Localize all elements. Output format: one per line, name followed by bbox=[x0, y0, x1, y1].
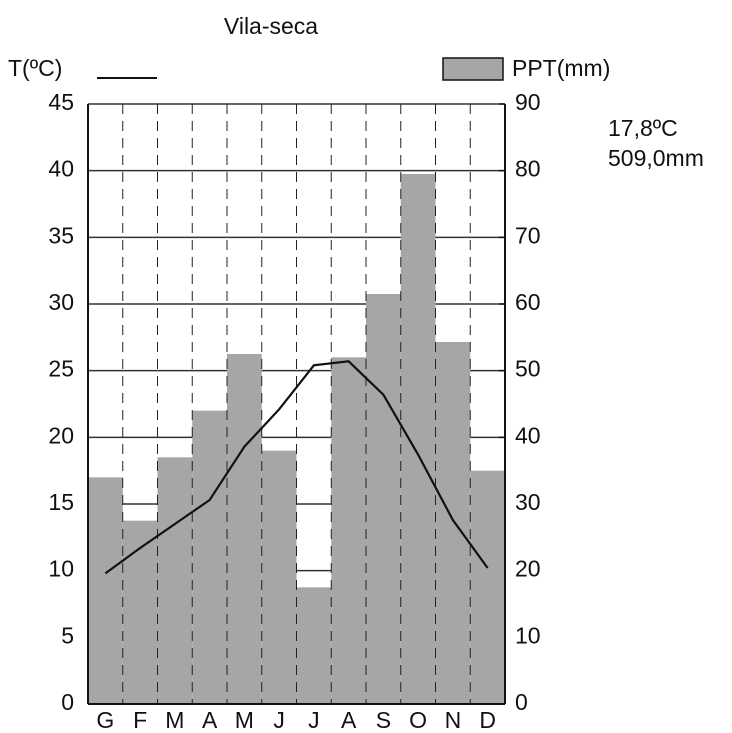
bar bbox=[157, 457, 193, 704]
y-tick-label: 15 bbox=[48, 489, 74, 515]
bar bbox=[400, 174, 436, 704]
y-tick-label: 30 bbox=[48, 289, 74, 315]
x-tick-label: G bbox=[96, 707, 114, 733]
annotation: 17,8ºC bbox=[608, 115, 678, 141]
x-tick-label: F bbox=[133, 707, 147, 733]
temperature-line bbox=[104, 360, 489, 575]
y2-tick-label: 60 bbox=[515, 289, 541, 315]
bar bbox=[192, 410, 227, 704]
chart-title: Vila-seca bbox=[224, 13, 318, 39]
y-tick-label: 10 bbox=[48, 556, 74, 582]
y2-tick-label: 70 bbox=[515, 222, 541, 248]
x-tick-label: J bbox=[308, 707, 320, 733]
bar bbox=[366, 294, 401, 704]
y-tick-label: 5 bbox=[61, 622, 74, 648]
annotation: 509,0mm bbox=[608, 145, 704, 171]
x-tick-label: N bbox=[445, 707, 462, 733]
x-tick-label: M bbox=[235, 707, 254, 733]
y-tick-label: 35 bbox=[48, 222, 74, 248]
y2-tick-label: 0 bbox=[515, 689, 528, 715]
bar bbox=[88, 477, 123, 704]
y-tick-label: 25 bbox=[48, 356, 74, 382]
x-tick-label: S bbox=[376, 707, 391, 733]
x-tick-label: A bbox=[202, 707, 218, 733]
x-tick-label: A bbox=[341, 707, 357, 733]
bar bbox=[331, 357, 366, 704]
y-tick-label: 20 bbox=[48, 422, 74, 448]
y2-tick-label: 30 bbox=[515, 489, 541, 515]
legend-label: PPT(mm) bbox=[512, 55, 610, 81]
legend-label: T(ºC) bbox=[8, 55, 62, 81]
x-tick-label: M bbox=[165, 707, 184, 733]
bar bbox=[122, 520, 158, 704]
y2-tick-label: 80 bbox=[515, 156, 541, 182]
x-tick-label: J bbox=[273, 707, 285, 733]
y-tick-label: 0 bbox=[61, 689, 74, 715]
y-tick-label: 45 bbox=[48, 89, 74, 115]
bar bbox=[261, 450, 297, 704]
x-tick-label: O bbox=[409, 707, 427, 733]
bar bbox=[435, 342, 471, 704]
bar bbox=[227, 354, 262, 704]
bar bbox=[296, 587, 332, 704]
y2-tick-label: 90 bbox=[515, 89, 541, 115]
y2-tick-label: 50 bbox=[515, 356, 541, 382]
legend-swatch bbox=[442, 57, 504, 81]
y2-tick-label: 20 bbox=[515, 556, 541, 582]
y2-tick-label: 10 bbox=[515, 622, 541, 648]
y2-tick-label: 40 bbox=[515, 422, 541, 448]
y-tick-label: 40 bbox=[48, 156, 74, 182]
x-tick-label: D bbox=[479, 707, 496, 733]
bar bbox=[470, 470, 505, 704]
